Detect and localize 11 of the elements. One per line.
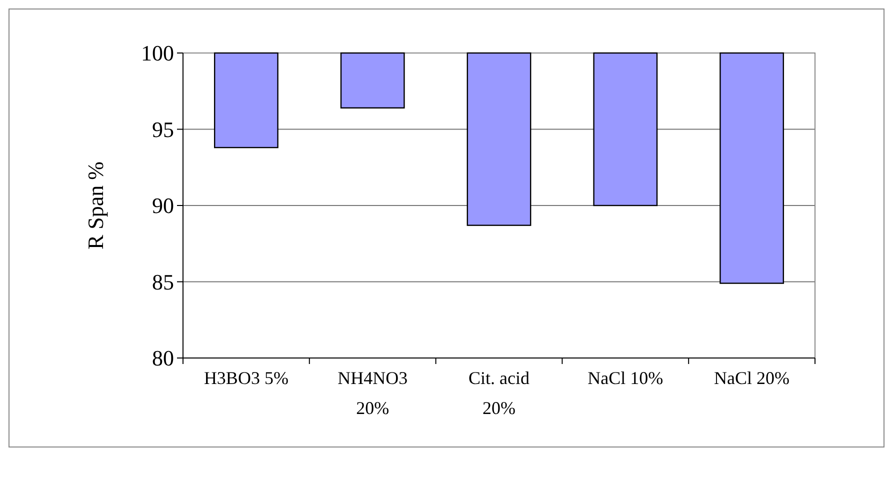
- y-tick-label: 90: [152, 193, 174, 218]
- x-tick-label: Cit. acid 20%: [468, 368, 530, 418]
- x-tick-label: H3BO3 5%: [204, 368, 288, 388]
- x-tick-label: NH4NO3 20%: [338, 368, 408, 418]
- x-tick-label: NaCl 10%: [588, 368, 664, 388]
- y-tick-label: 100: [141, 40, 174, 66]
- y-tick-label: 80: [152, 346, 174, 371]
- y-tick-label: 85: [152, 269, 174, 294]
- y-axis-title: R Span %: [83, 162, 108, 250]
- x-tick-label: NaCl 20%: [714, 368, 790, 388]
- y-tick-label: 95: [152, 116, 174, 142]
